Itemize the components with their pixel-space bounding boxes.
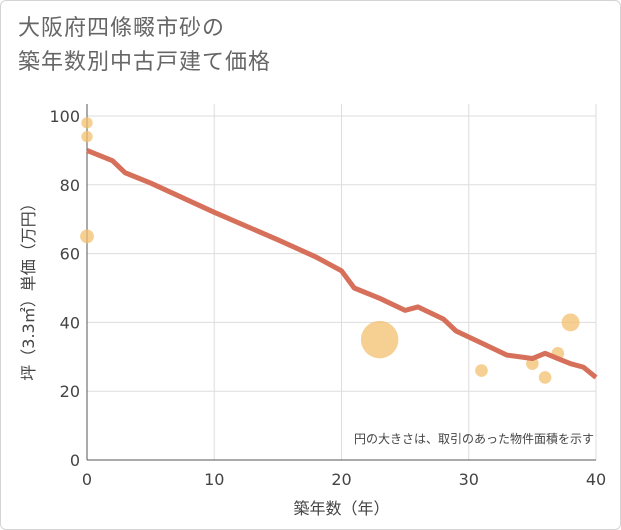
data-point (80, 229, 94, 244)
data-point (81, 117, 93, 129)
y-tick-label: 60 (60, 245, 80, 264)
chart-title-line-2: 築年数別中古戸建て価格 (18, 50, 272, 75)
chart-title-line-1: 大阪府四條畷市砂の (18, 16, 226, 41)
x-tick-label: 10 (204, 470, 224, 489)
data-point (561, 313, 580, 332)
x-axis-title: 築年数（年） (293, 499, 389, 518)
data-point (475, 364, 488, 377)
x-tick-label: 20 (331, 470, 351, 489)
y-tick-label: 0 (70, 451, 80, 470)
x-tick-label: 0 (82, 470, 92, 489)
y-tick-label: 40 (60, 313, 80, 332)
data-point (538, 371, 552, 384)
x-tick-label: 30 (459, 470, 479, 489)
size-note: 円の大きさは、取引のあった物件面積を示す (354, 431, 594, 446)
trend-line (86, 148, 598, 380)
label-layer: 0 20 40 60 80 100 0 10 20 30 40 築年数（年） 坪（3.3㎡）単価（万円）… (19, 107, 606, 518)
bubble-layer (80, 117, 580, 384)
data-point (81, 130, 93, 143)
y-tick-label: 20 (60, 382, 80, 401)
grid-layer (87, 104, 597, 460)
axis-layer (86, 104, 596, 461)
x-tick-label: 40 (586, 470, 606, 489)
trend-line-layer (86, 148, 598, 380)
y-axis-title: 坪（3.3㎡）単価（万円） (19, 195, 38, 380)
y-tick-label: 80 (60, 176, 80, 195)
chart-title: 大阪府四條畷市砂の 築年数別中古戸建て価格 (18, 12, 271, 80)
data-point (360, 320, 399, 359)
y-tick-label: 100 (49, 107, 80, 126)
